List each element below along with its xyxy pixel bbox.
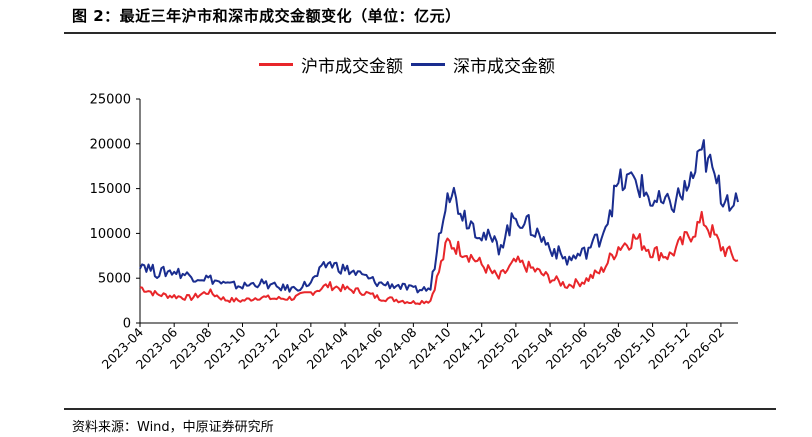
legend-label-sz: 深市成交金额 [453,56,555,77]
series-line-sz [139,139,739,294]
figure-footer: 资料来源：Wind，中原证券研究所 [64,408,776,437]
source-note: 资料来源：Wind，中原证券研究所 [72,420,274,435]
series-line-sh [139,210,739,306]
legend-swatch-sz [411,62,445,66]
figure-title-bar: 图 2：最近三年沪市和深市成交金额变化（单位：亿元） [64,0,776,34]
legend-label-sh: 沪市成交金额 [301,56,403,77]
y-tick-label: 25000 [90,93,131,108]
figure-title: 图 2：最近三年沪市和深市成交金额变化（单位：亿元） [72,7,461,25]
y-tick-label: 15000 [90,182,131,197]
legend-item-sh: 沪市成交金额 [259,52,403,77]
y-tick-label: 5000 [98,272,131,287]
y-tick-label: 20000 [90,137,131,152]
legend-swatch-sh [259,62,293,66]
y-tick-label: 10000 [90,227,131,242]
chart-legend: 沪市成交金额 深市成交金额 [259,51,563,77]
y-tick-label: 0 [123,317,131,332]
legend-item-sz: 深市成交金额 [411,52,555,77]
